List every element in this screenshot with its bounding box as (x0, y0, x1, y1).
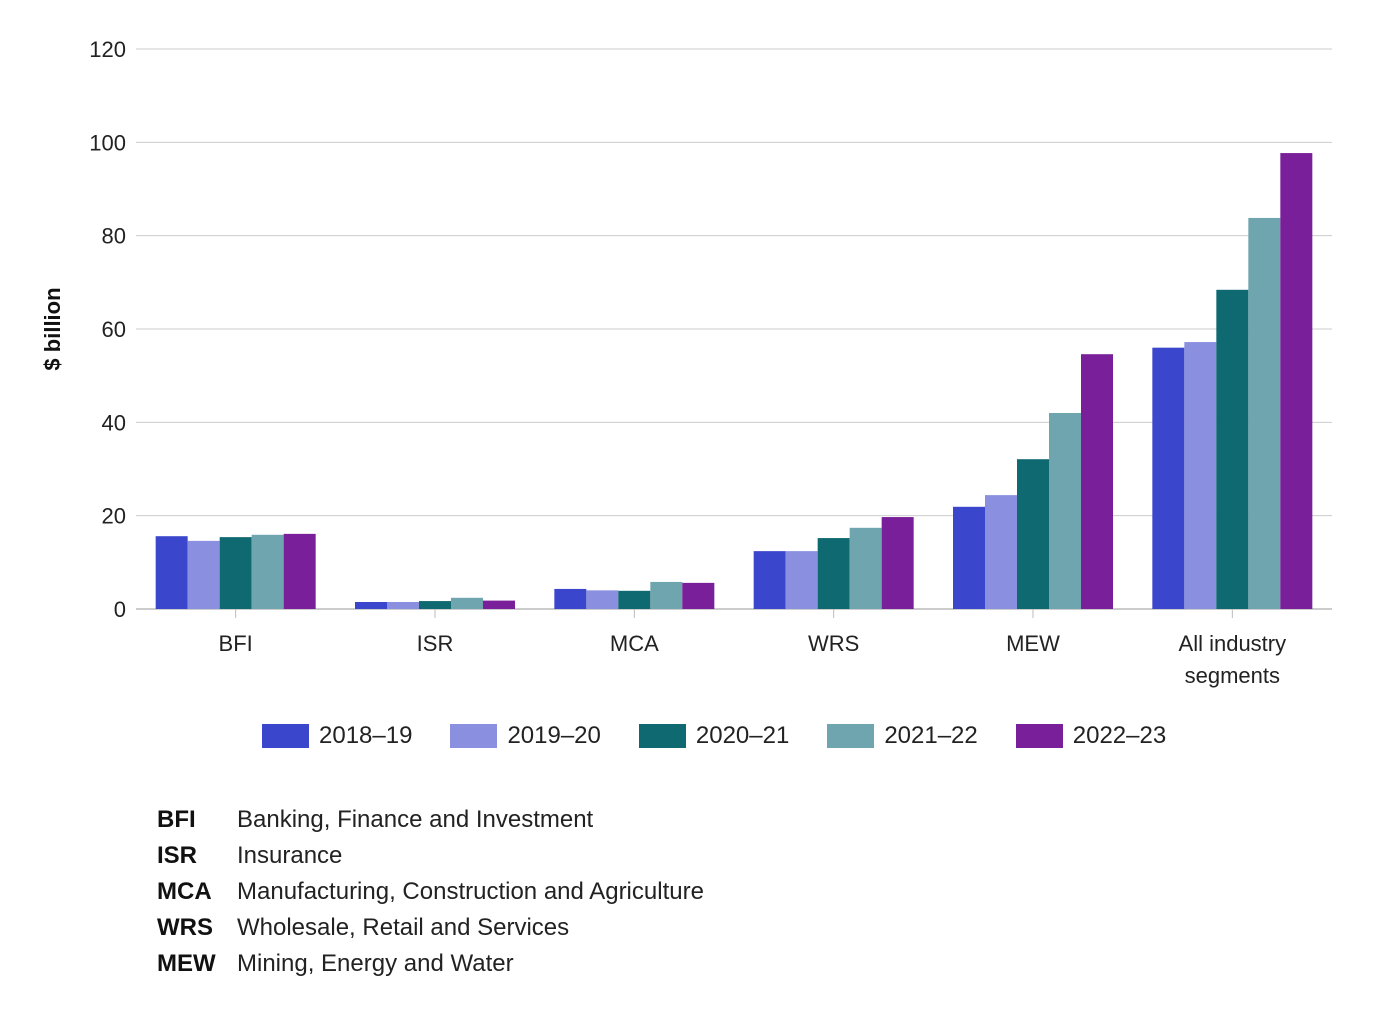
y-axis-label: $ billion (40, 287, 65, 370)
abbreviation-text: Wholesale, Retail and Services (237, 914, 570, 941)
bar-mca-2019–20 (586, 590, 619, 609)
abbreviation-key: MEW (157, 950, 216, 977)
bar-bfi-2018–19 (155, 536, 188, 609)
legend-item: 2021–22 (827, 722, 978, 750)
bar-wrs-2018–19 (753, 551, 786, 609)
bar-mew-2018–19 (953, 506, 985, 609)
y-tick-label: 0 (114, 597, 126, 622)
y-tick-label: 120 (89, 37, 126, 62)
y-tick-label: 100 (89, 130, 126, 155)
legend: 2018–19 2019–20 2020–21 2021–22 2022–23 (262, 722, 1204, 750)
bar-all-industry-segments-2021–22 (1248, 217, 1281, 609)
abbreviation-text: Mining, Energy and Water (237, 950, 514, 977)
legend-item: 2019–20 (450, 722, 601, 750)
y-tick-label: 60 (102, 317, 126, 342)
bar-all-industry-segments-2018–19 (1152, 347, 1185, 609)
bar-mew-2020–21 (1017, 459, 1049, 609)
abbreviation-key: MCA (157, 878, 212, 905)
bar-bfi-2019–20 (187, 540, 220, 609)
abbreviation-text: Banking, Finance and Investment (237, 806, 594, 833)
bar-wrs-2022–23 (881, 517, 914, 609)
bar-bfi-2022–23 (283, 533, 316, 609)
bar-mew-2021–22 (1049, 413, 1081, 609)
abbreviation-row: WRS Wholesale, Retail and Services (157, 910, 704, 946)
x-tick-label: MCA (610, 631, 659, 656)
bar-wrs-2019–20 (785, 551, 818, 609)
legend-swatch (450, 724, 498, 748)
legend-label: 2022–23 (1072, 722, 1167, 749)
abbreviation-text: Insurance (237, 842, 343, 869)
bar-isr-2022–23 (483, 600, 515, 609)
bar-mca-2022–23 (682, 582, 715, 609)
abbreviation-row: MEW Mining, Energy and Water (157, 946, 704, 982)
y-tick-label: 20 (102, 504, 126, 529)
bar-mca-2020–21 (618, 590, 651, 609)
abbreviation-row: ISR Insurance (157, 838, 704, 874)
x-tick-label: BFI (219, 631, 253, 656)
bar-all-industry-segments-2020–21 (1216, 289, 1249, 609)
legend-swatch (1015, 724, 1063, 748)
legend-label: 2020–21 (695, 722, 790, 749)
bar-isr-2018–19 (355, 602, 387, 609)
legend-label: 2021–22 (884, 722, 978, 749)
bar-isr-2021–22 (451, 597, 483, 609)
x-tick-label: MEW (1006, 631, 1060, 656)
bar-mca-2021–22 (650, 581, 683, 609)
bar-isr-2019–20 (387, 602, 419, 609)
bar-all-industry-segments-2022–23 (1280, 153, 1313, 610)
x-tick-label: All industry (1179, 631, 1287, 656)
abbreviation-key: ISR (157, 842, 198, 869)
bar-mca-2018–19 (554, 588, 587, 609)
abbreviation-text: Manufacturing, Construction and Agricult… (237, 878, 704, 905)
bar-isr-2020–21 (419, 601, 451, 609)
bar-chart: 0 20 40 60 80 100 120 $ billion BFI ISR MCA WRS MEW A… (40, 37, 1332, 688)
y-tick-label: 80 (102, 224, 126, 249)
bar-bfi-2021–22 (251, 534, 284, 609)
legend-swatch (827, 724, 875, 748)
legend-item: 2022–23 (1015, 722, 1167, 750)
bar-mew-2022–23 (1081, 354, 1113, 609)
legend-label: 2018–19 (319, 722, 413, 749)
abbreviation-key: WRS (157, 914, 213, 941)
abbreviation-key: BFI (157, 806, 196, 833)
bar-wrs-2020–21 (817, 538, 850, 609)
abbreviation-list: BFI Banking, Finance and Investment ISR Ins… (157, 802, 704, 982)
x-tick-label: segments (1185, 663, 1280, 688)
legend-label: 2019–20 (507, 722, 601, 749)
legend-swatch (638, 724, 686, 748)
y-tick-label: 40 (102, 410, 126, 435)
bar-wrs-2021–22 (849, 527, 882, 609)
bar-all-industry-segments-2019–20 (1184, 342, 1217, 609)
legend-item: 2018–19 (262, 722, 412, 750)
x-tick-label: WRS (808, 631, 859, 656)
abbreviation-row: MCA Manufacturing, Construction and Agric… (157, 874, 704, 910)
bar-mew-2019–20 (985, 495, 1017, 609)
legend-item: 2020–21 (638, 722, 790, 750)
x-tick-label: ISR (417, 631, 454, 656)
abbreviation-row: BFI Banking, Finance and Investment (157, 802, 704, 838)
legend-swatch (262, 724, 309, 748)
bar-bfi-2020–21 (219, 537, 252, 609)
